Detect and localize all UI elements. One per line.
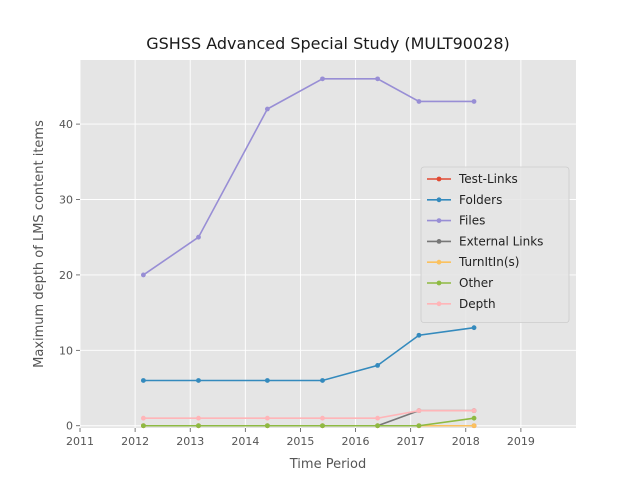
- legend-item-depth: Depth: [427, 297, 496, 311]
- data-point-files: [375, 76, 380, 82]
- data-point-folders: [375, 363, 380, 368]
- legend-item-external-links: External Links: [427, 234, 543, 248]
- legend-box: [420, 166, 570, 324]
- data-point-files: [320, 76, 325, 82]
- x-tick-label: 2011: [66, 435, 94, 448]
- data-point-turnitin-s: [471, 423, 477, 429]
- legend-marker: [436, 197, 442, 203]
- series-other: [140, 415, 477, 429]
- data-point-depth: [416, 408, 422, 414]
- data-point-folders: [416, 332, 422, 338]
- x-tick-label: 2013: [176, 435, 204, 448]
- data-point-other: [320, 423, 325, 429]
- axis-ticks: 2011 2012 2013 2014 2015 2016 2017 2018 2019 0 10 2…: [59, 118, 535, 448]
- legend-item-other: Other: [427, 276, 493, 290]
- data-point-folders: [264, 378, 270, 383]
- data-point-other: [416, 423, 422, 429]
- y-tick-label: 40: [59, 118, 73, 131]
- legend-label: TurnItIn(s): [458, 255, 519, 269]
- x-tick-label: 2019: [507, 435, 535, 448]
- x-tick-label: 2018: [452, 435, 480, 448]
- series-files: [140, 76, 477, 278]
- y-tick-label: 10: [59, 344, 73, 357]
- chart-title: GSHSS Advanced Special Study (MULT90028): [146, 34, 510, 53]
- series-folders: [140, 325, 477, 383]
- x-axis-label: Time Period: [289, 457, 366, 472]
- legend-label: Depth: [459, 297, 496, 311]
- data-point-depth: [196, 415, 201, 421]
- x-tick-label: 2015: [286, 435, 314, 448]
- series-layer: [140, 76, 477, 429]
- data-point-depth: [320, 415, 325, 421]
- y-axis-label: Maximum depth of LMS content items: [32, 120, 47, 368]
- legend-marker: [436, 176, 442, 182]
- y-tick-label: 0: [66, 420, 73, 433]
- data-point-other: [471, 415, 477, 421]
- x-tick-label: 2012: [121, 435, 149, 448]
- legend-marker: [436, 218, 442, 224]
- x-tick-label: 2017: [397, 435, 425, 448]
- y-tick-label: 30: [59, 194, 73, 207]
- data-point-other: [196, 423, 201, 429]
- data-point-files: [416, 99, 422, 104]
- legend-item-test-links: Test-Links: [427, 172, 518, 186]
- data-point-other: [140, 423, 146, 429]
- y-tick-label: 20: [59, 269, 73, 282]
- series-depth: [140, 408, 477, 421]
- legend-label: External Links: [459, 234, 543, 248]
- data-point-depth: [264, 415, 270, 421]
- legend-item-turnitin-s: TurnItIn(s): [427, 255, 519, 269]
- data-point-depth: [140, 415, 146, 421]
- legend-label: Test-Links: [458, 172, 518, 186]
- data-point-folders: [196, 378, 201, 383]
- data-point-folders: [140, 378, 146, 383]
- data-point-files: [140, 272, 146, 278]
- legend-marker: [436, 239, 442, 244]
- data-point-other: [375, 423, 380, 429]
- data-point-folders: [320, 378, 325, 383]
- data-point-depth: [471, 408, 477, 414]
- x-tick-label: 2014: [231, 435, 259, 448]
- data-point-depth: [375, 415, 380, 421]
- data-point-other: [264, 423, 270, 429]
- data-point-files: [471, 99, 477, 104]
- data-point-folders: [471, 325, 477, 331]
- legend: Test-Links Folders Files External Links Turn…: [420, 166, 570, 324]
- legend-marker: [436, 259, 442, 265]
- legend-item-folders: Folders: [427, 193, 502, 207]
- legend-marker: [436, 301, 442, 307]
- legend-label: Files: [459, 214, 485, 228]
- legend-label: Other: [459, 276, 493, 290]
- legend-label: Folders: [459, 193, 502, 207]
- x-tick-label: 2016: [342, 435, 370, 448]
- legend-marker: [436, 280, 442, 286]
- legend-item-files: Files: [427, 214, 485, 228]
- data-point-files: [264, 106, 270, 112]
- data-point-files: [196, 234, 201, 240]
